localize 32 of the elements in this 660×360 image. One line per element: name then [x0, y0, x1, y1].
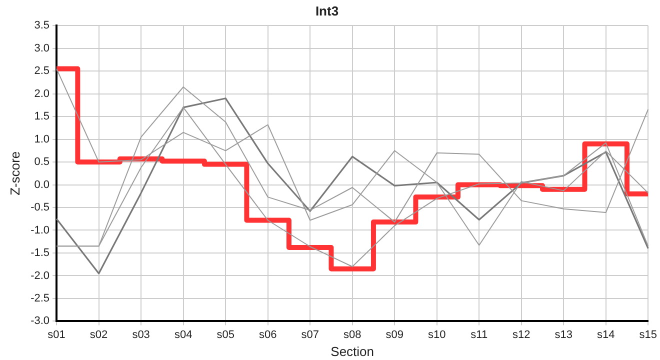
y-tick-label: -1.0	[30, 224, 50, 236]
x-tick-label: s09	[386, 328, 404, 341]
y-tick-label: 0.5	[34, 156, 50, 168]
y-tick-label: -1.5	[30, 247, 50, 260]
x-tick-label: s05	[216, 328, 234, 341]
y-tick-label: 1.0	[34, 133, 50, 146]
y-tick-label: -0.5	[30, 202, 50, 214]
x-axis-title: Section	[330, 344, 374, 359]
x-tick-label: s08	[343, 328, 362, 341]
x-tick-label: s10	[428, 328, 446, 341]
x-tick-label: s14	[597, 328, 615, 341]
x-tick-label: s07	[301, 328, 319, 341]
x-tick-label: s02	[90, 328, 108, 341]
x-tick-label: s15	[639, 328, 658, 341]
x-tick-label: s03	[132, 328, 150, 341]
y-tick-label: 2.5	[34, 65, 50, 78]
y-tick-label: -2.0	[30, 270, 50, 282]
y-tick-label: 1.5	[34, 110, 50, 123]
y-axis-title: Z-score	[7, 151, 22, 196]
x-tick-label: s11	[470, 328, 488, 341]
x-tick-label: s13	[554, 328, 572, 341]
x-tick-label: s12	[512, 328, 530, 341]
y-tick-label: -2.5	[30, 292, 50, 304]
x-tick-label: s04	[174, 328, 192, 341]
y-tick-label: 2.0	[34, 88, 50, 100]
y-tick-label: 3.5	[34, 20, 50, 32]
y-tick-label: -3.0	[30, 315, 50, 328]
y-tick-label: 3.0	[34, 42, 50, 54]
x-tick-label: s06	[258, 328, 277, 341]
y-tick-label: 0.0	[34, 178, 50, 191]
chart-title: Int3	[315, 3, 339, 18]
x-tick-label: s01	[48, 328, 66, 341]
